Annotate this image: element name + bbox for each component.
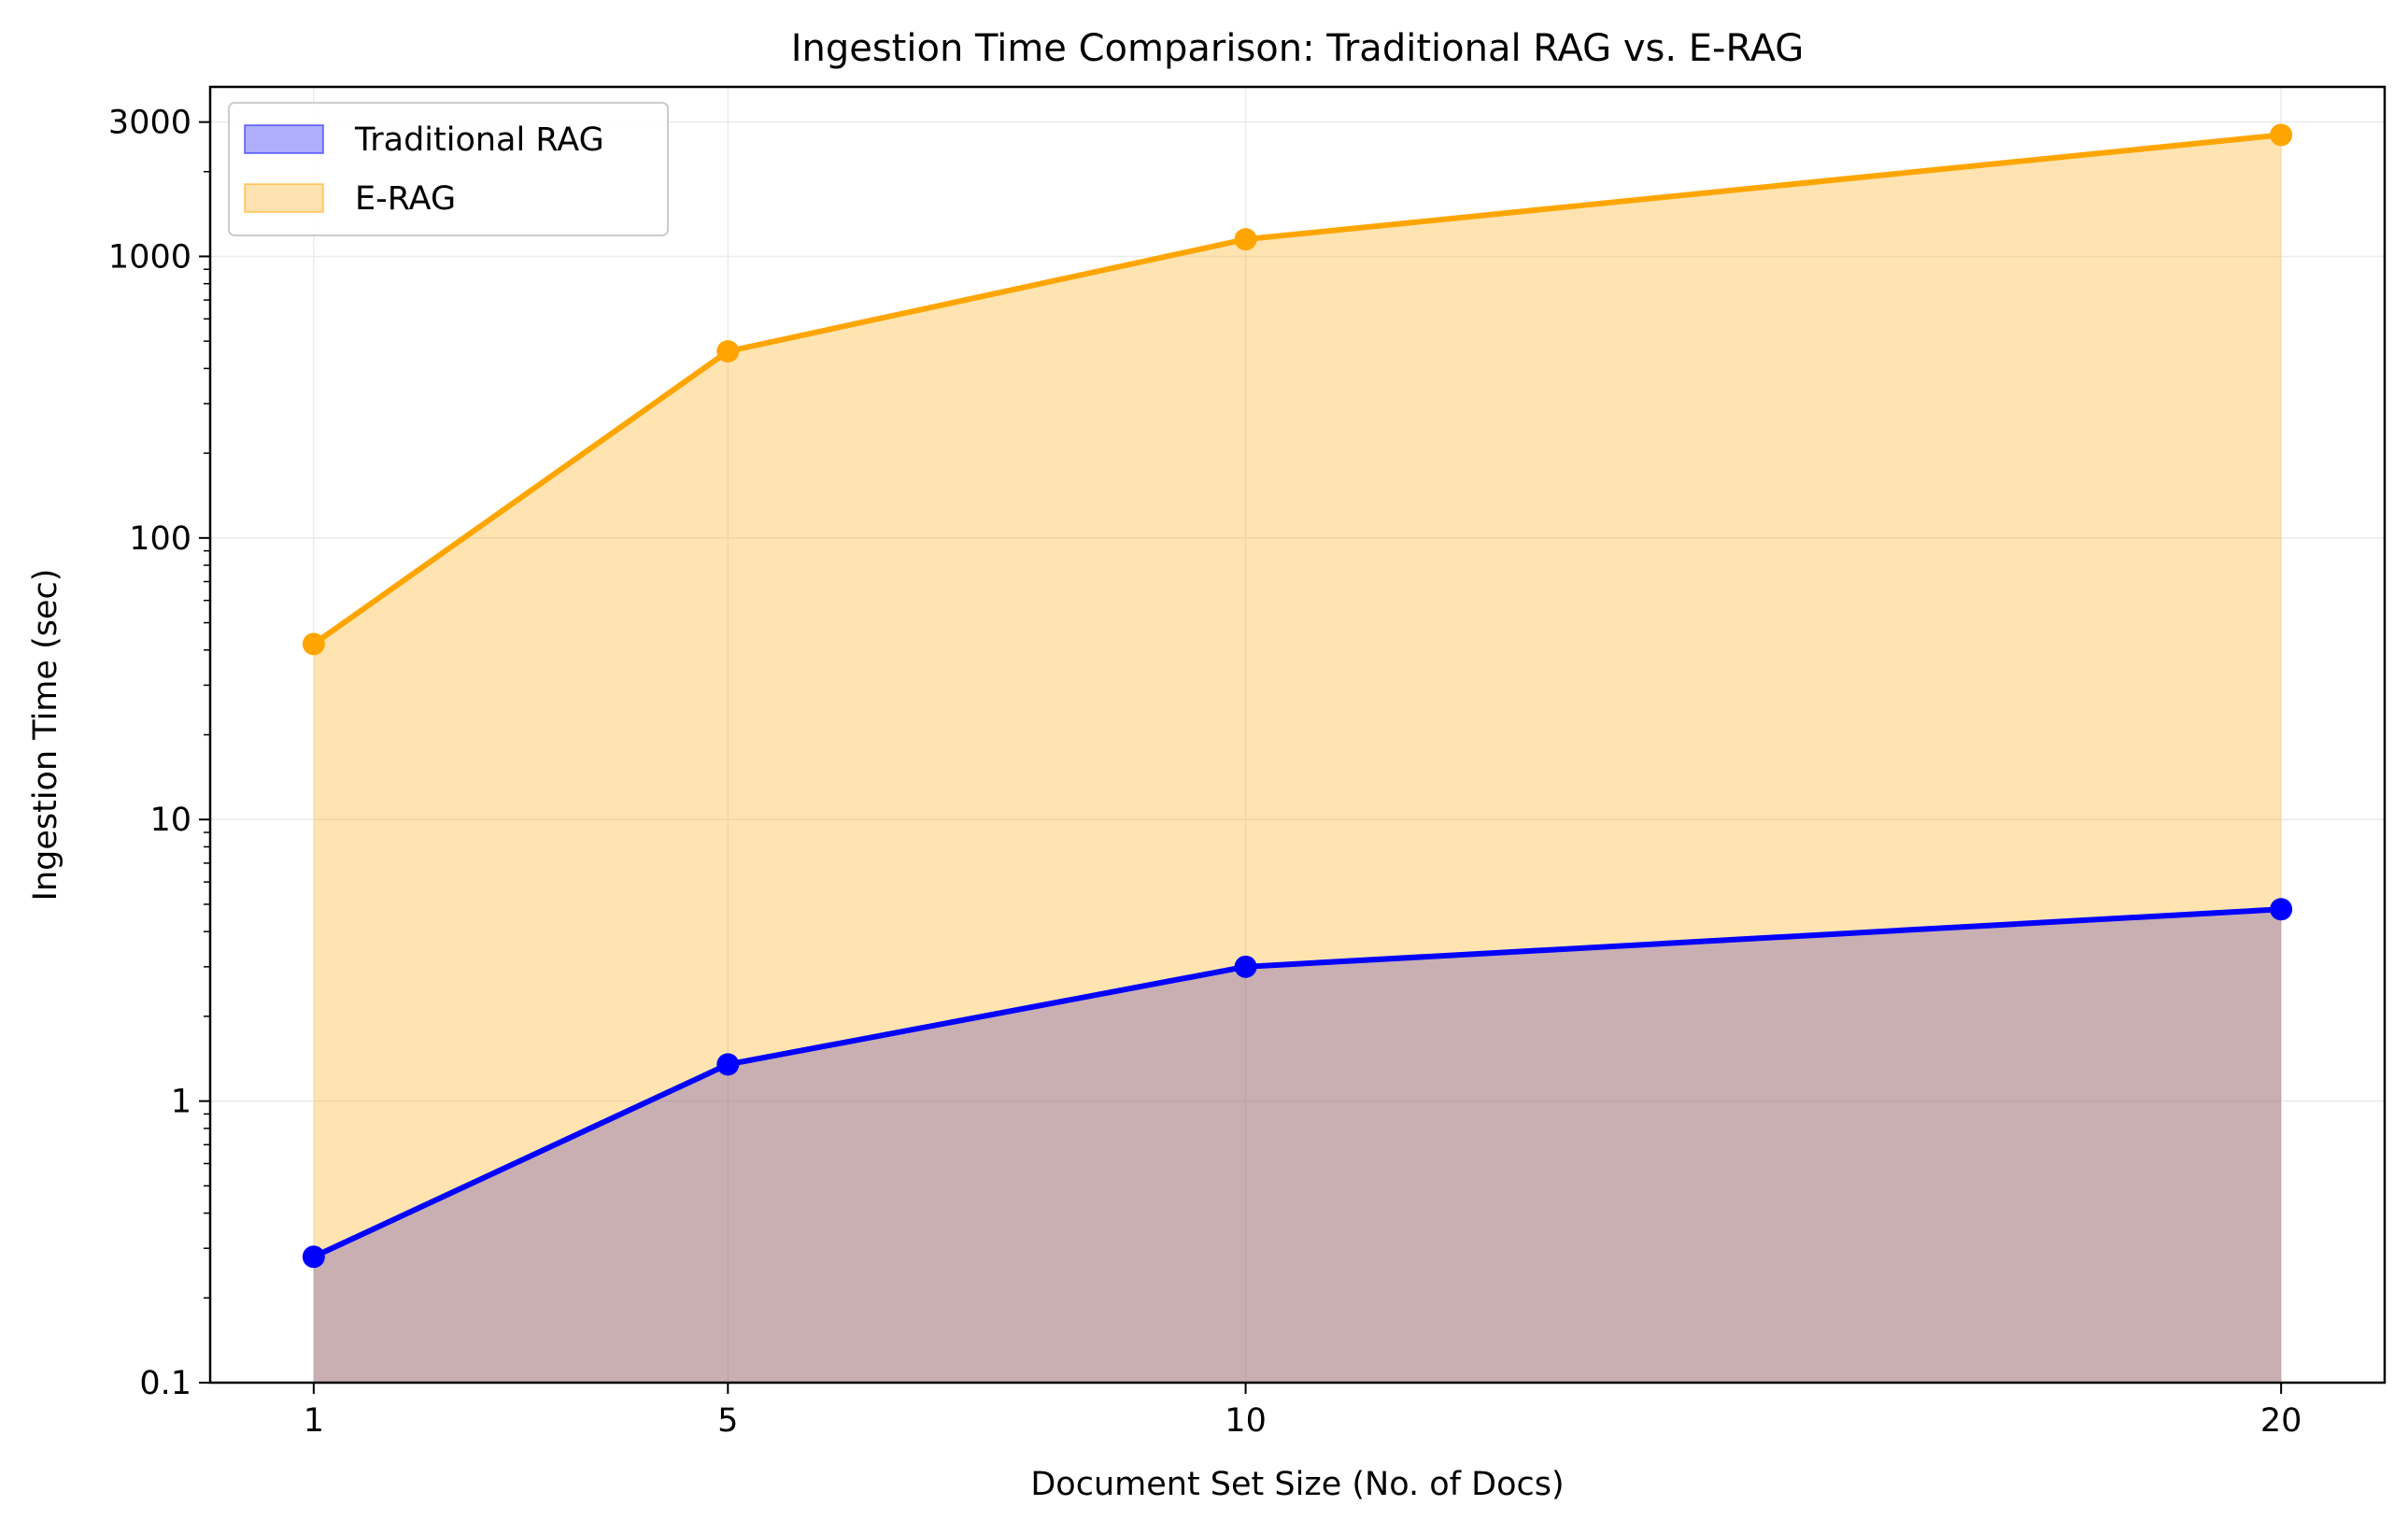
series-lines <box>312 132 2282 1259</box>
x-tick-label: 5 <box>717 1402 738 1440</box>
x-axis-label: Document Set Size (No. of Docs) <box>1030 1466 1564 1503</box>
line-traditional-rag <box>312 906 2282 1259</box>
axis-ticks: 1 5 10 20 0.1 1 10 100 1000 3000 <box>108 105 2302 1440</box>
legend-label-traditional-rag: Traditional RAG <box>354 121 604 159</box>
x-tick-label: 1 <box>304 1402 324 1440</box>
legend-swatch-traditional-rag <box>244 124 324 154</box>
x-tick-label: 10 <box>1225 1402 1267 1440</box>
data-points <box>302 123 2293 1269</box>
legend-swatch-e-rag <box>244 183 324 213</box>
point-e-rag <box>2270 123 2293 147</box>
point-e-rag <box>716 340 740 363</box>
y-tick-label: 1 <box>171 1084 191 1121</box>
area-e-rag <box>313 135 2282 1384</box>
point-traditional-rag <box>1234 955 1257 978</box>
legend-label-e-rag: E-RAG <box>355 180 456 218</box>
y-tick-label: 10 <box>149 802 191 839</box>
x-tick-label: 20 <box>2260 1402 2302 1440</box>
y-tick-label: 100 <box>129 520 191 558</box>
point-traditional-rag <box>2270 898 2293 921</box>
line-e-rag <box>312 132 2282 646</box>
y-axis-label: Ingestion Time (sec) <box>27 569 64 902</box>
point-traditional-rag <box>716 1053 740 1076</box>
area-fills <box>313 135 2282 1384</box>
legend: Traditional RAG E-RAG <box>228 102 669 236</box>
chart-title: Ingestion Time Comparison: Traditional R… <box>791 27 1805 70</box>
y-tick-label: 1000 <box>108 238 191 276</box>
point-traditional-rag <box>302 1245 325 1269</box>
y-tick-label: 0.1 <box>139 1365 191 1402</box>
point-e-rag <box>302 632 325 656</box>
legend-box <box>228 102 669 236</box>
area-traditional-rag <box>313 909 2282 1383</box>
y-tick-label: 3000 <box>108 105 191 142</box>
point-e-rag <box>1234 228 1257 251</box>
